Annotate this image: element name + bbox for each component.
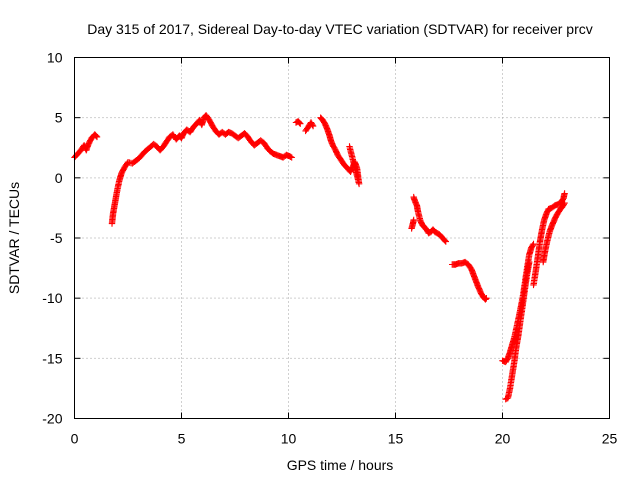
data-point [346,143,353,150]
y-axis-label: SDTVAR / TECUs [6,182,22,294]
chart-title: Day 315 of 2017, Sidereal Day-to-day VTE… [87,21,593,37]
x-tick-label: 15 [388,431,404,447]
x-tick-label: 5 [178,431,186,447]
data-point [297,120,304,127]
y-tick-label: -5 [50,230,63,246]
data-point [561,199,568,207]
y-tick-label: 10 [47,50,63,66]
data-point [288,154,295,161]
x-tick-label: 25 [602,431,618,447]
x-tick-label: 0 [71,431,79,447]
data-point [287,153,294,160]
axis-ticks [74,57,610,419]
grid [74,57,610,419]
x-axis-label: GPS time / hours [287,457,394,473]
y-tick-label: -20 [42,411,62,427]
data-point [93,133,101,141]
x-tick-label: 20 [495,431,511,447]
data-point [410,216,417,224]
data-point [441,237,449,244]
data-point [442,238,449,245]
data-point [309,122,317,130]
data-points [71,112,568,403]
data-point [560,201,567,208]
x-tick-label: 10 [281,431,297,447]
y-tick-label: -10 [42,290,62,306]
data-point [530,240,537,248]
data-point [93,132,100,140]
x-tick-labels: 0 5 10 15 20 25 [71,431,618,447]
y-tick-label: 0 [55,170,63,186]
data-point [526,258,533,266]
y-tick-labels: -20 -15 -10 -5 0 5 10 [42,50,62,427]
y-tick-label: 5 [55,110,63,126]
data-point [483,295,490,302]
y-tick-label: -15 [42,350,62,366]
data-point [561,190,568,197]
data-point [529,242,536,249]
data-point [296,119,303,127]
data-point [309,121,316,129]
